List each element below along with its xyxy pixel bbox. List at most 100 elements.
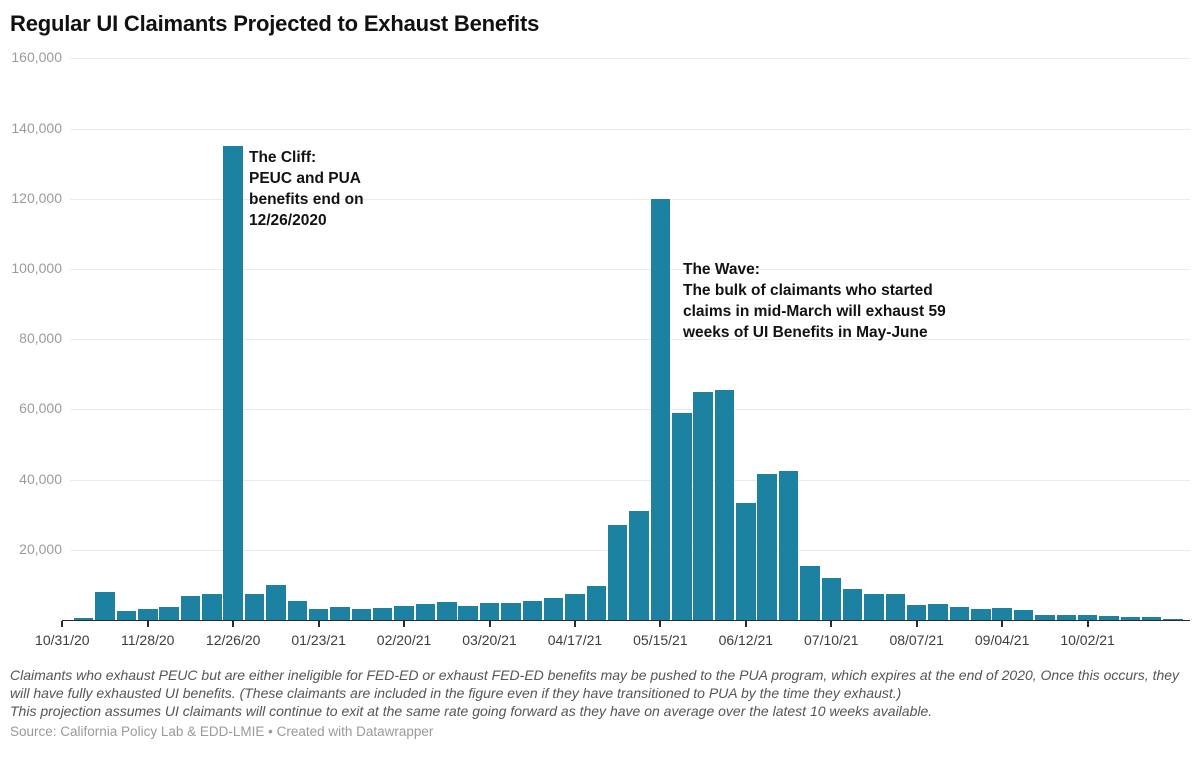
x-axis-tick — [830, 621, 833, 627]
footnote-2: This projection assumes UI claimants wil… — [10, 703, 933, 719]
bar[interactable] — [693, 392, 713, 620]
y-axis-label: 60,000 — [19, 400, 62, 417]
bar[interactable] — [223, 146, 243, 620]
x-axis-label: 09/04/21 — [974, 632, 1030, 648]
x-axis-label: 11/28/20 — [121, 632, 175, 648]
bar[interactable] — [330, 607, 350, 620]
footnote-1: Claimants who exhaust PEUC but are eithe… — [10, 667, 1180, 701]
bar[interactable] — [757, 474, 777, 620]
bar[interactable] — [992, 608, 1012, 620]
chart-footer: Claimants who exhaust PEUC but are eithe… — [10, 666, 1192, 739]
bar[interactable] — [586, 586, 606, 620]
x-axis-label: 10/31/20 — [35, 632, 90, 648]
y-gridline — [70, 479, 1190, 481]
bar[interactable] — [800, 566, 820, 620]
bar[interactable] — [437, 602, 457, 620]
bar[interactable] — [971, 609, 991, 620]
bar[interactable] — [95, 592, 115, 620]
x-axis-tick — [659, 621, 662, 627]
bar[interactable] — [778, 471, 799, 620]
x-axis-label: 07/10/21 — [804, 632, 859, 648]
x-axis-label: 12/26/20 — [205, 632, 261, 648]
bar[interactable] — [864, 594, 884, 620]
bar[interactable] — [1077, 615, 1098, 620]
x-axis-label: 04/17/21 — [547, 632, 603, 648]
y-axis-label: 20,000 — [19, 540, 62, 557]
bar[interactable] — [266, 585, 286, 620]
source-line: Source: California Policy Lab & EDD-LMIE… — [10, 724, 434, 739]
bar[interactable] — [138, 609, 158, 620]
bar[interactable] — [372, 608, 393, 620]
x-axis-tick — [573, 621, 576, 627]
y-gridline — [70, 269, 1190, 270]
x-axis-label: 05/15/21 — [633, 632, 688, 648]
x-axis-label: 08/07/21 — [889, 632, 944, 648]
bar[interactable] — [842, 589, 863, 620]
bar[interactable] — [308, 609, 329, 620]
y-gridline — [70, 409, 1190, 411]
bar[interactable] — [949, 607, 970, 620]
x-axis-tick — [61, 621, 64, 627]
x-axis-tick — [744, 621, 747, 627]
bar[interactable] — [1013, 610, 1034, 620]
bar[interactable] — [415, 604, 436, 620]
bar[interactable] — [906, 605, 927, 620]
bar[interactable] — [650, 199, 671, 620]
x-axis-label: 02/20/21 — [376, 632, 432, 648]
y-axis-label: 40,000 — [19, 470, 62, 487]
bar[interactable] — [287, 601, 307, 620]
bar[interactable] — [244, 594, 265, 620]
x-axis-tick — [403, 621, 406, 627]
bar[interactable] — [116, 611, 137, 620]
bar[interactable] — [672, 413, 692, 620]
bar[interactable] — [885, 594, 906, 620]
bar[interactable] — [1163, 619, 1183, 620]
bar[interactable] — [629, 511, 649, 620]
annotation-cliff: The Cliff: PEUC and PUA benefits end on … — [249, 149, 364, 229]
bar[interactable] — [928, 604, 948, 620]
bar[interactable] — [821, 578, 841, 620]
bar[interactable] — [394, 606, 414, 620]
bar[interactable] — [736, 503, 756, 620]
bar[interactable] — [522, 601, 542, 620]
bar[interactable] — [543, 598, 564, 620]
y-axis-label: 140,000 — [11, 119, 62, 136]
x-axis-tick — [232, 621, 235, 627]
bar[interactable] — [1035, 615, 1055, 620]
chart-title: Regular UI Claimants Projected to Exhaus… — [10, 11, 540, 36]
bar[interactable] — [180, 596, 201, 620]
y-axis-label: 80,000 — [19, 330, 62, 347]
bar[interactable] — [1056, 615, 1076, 620]
x-axis-tick — [317, 621, 320, 627]
x-axis-label: 03/20/21 — [462, 632, 517, 648]
y-axis-label: 160,000 — [11, 49, 62, 66]
y-gridline — [70, 128, 1190, 130]
y-gridline — [70, 339, 1190, 341]
bar[interactable] — [607, 525, 628, 620]
bar[interactable] — [458, 606, 478, 620]
bar[interactable] — [714, 390, 735, 620]
bar[interactable] — [351, 609, 372, 620]
x-axis-tick — [146, 621, 149, 627]
bar[interactable] — [73, 618, 94, 620]
y-axis-label: 100,000 — [11, 260, 62, 276]
x-axis-tick — [1001, 621, 1004, 627]
bar[interactable] — [501, 603, 521, 620]
bar[interactable] — [565, 594, 585, 620]
x-axis-label: 01/23/21 — [291, 632, 346, 648]
x-axis-line — [62, 620, 1190, 621]
bar[interactable] — [1099, 616, 1119, 620]
x-axis-tick — [488, 621, 491, 627]
bar[interactable] — [202, 594, 222, 620]
bar[interactable] — [479, 603, 500, 620]
bar[interactable] — [1120, 617, 1140, 620]
x-axis-tick — [915, 621, 918, 627]
x-axis-label: 06/12/21 — [718, 632, 774, 648]
bar[interactable] — [1141, 617, 1162, 620]
bar[interactable] — [159, 607, 179, 620]
y-gridline — [70, 58, 1190, 60]
annotation-wave: The Wave: The bulk of claimants who star… — [683, 261, 946, 341]
y-gridline — [70, 198, 1190, 200]
